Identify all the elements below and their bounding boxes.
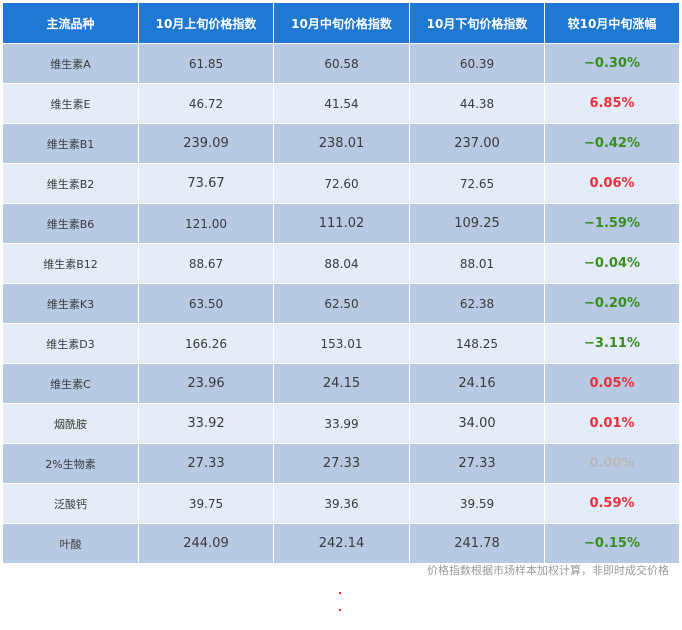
header-change: 较10月中旬涨幅 [545, 3, 679, 43]
change-cell: 0.59% [545, 483, 679, 523]
header-row: 主流品种 10月上旬价格指数 10月中旬价格指数 10月下旬价格指数 较10月中… [3, 3, 679, 43]
table-row: 泛酸钙 39.75 39.36 39.59 0.59% [3, 483, 679, 523]
footnote: 价格指数根据市场样本加权计算，非即时成交价格 [427, 564, 669, 577]
early-index-cell: 63.50 [139, 283, 274, 323]
mid-index-cell: 72.60 [274, 163, 410, 203]
header-mid-october: 10月中旬价格指数 [274, 3, 410, 43]
mid-index-cell: 27.33 [274, 443, 410, 483]
decorative-dot [339, 609, 341, 611]
price-index-table: 主流品种 10月上旬价格指数 10月中旬价格指数 10月下旬价格指数 较10月中… [3, 3, 679, 563]
decorative-dot [339, 592, 341, 594]
early-index-cell: 88.67 [139, 243, 274, 283]
early-index-cell: 33.92 [139, 403, 274, 443]
variety-cell: 维生素B12 [3, 243, 139, 283]
mid-index-cell: 33.99 [274, 403, 410, 443]
change-cell: −1.59% [545, 203, 679, 243]
table-row: 2%生物素 27.33 27.33 27.33 0.00% [3, 443, 679, 483]
early-index-cell: 244.09 [139, 523, 274, 563]
late-index-cell: 237.00 [410, 123, 545, 163]
header-variety: 主流品种 [3, 3, 139, 43]
late-index-cell: 60.39 [410, 43, 545, 83]
mid-index-cell: 242.14 [274, 523, 410, 563]
late-index-cell: 109.25 [410, 203, 545, 243]
table-row: 烟酰胺 33.92 33.99 34.00 0.01% [3, 403, 679, 443]
table-row: 维生素C 23.96 24.15 24.16 0.05% [3, 363, 679, 403]
change-cell: 0.01% [545, 403, 679, 443]
variety-cell: 泛酸钙 [3, 483, 139, 523]
late-index-cell: 62.38 [410, 283, 545, 323]
early-index-cell: 121.00 [139, 203, 274, 243]
mid-index-cell: 111.02 [274, 203, 410, 243]
change-cell: 0.06% [545, 163, 679, 203]
header-late-october: 10月下旬价格指数 [410, 3, 545, 43]
late-index-cell: 34.00 [410, 403, 545, 443]
mid-index-cell: 153.01 [274, 323, 410, 363]
table-row: 维生素B2 73.67 72.60 72.65 0.06% [3, 163, 679, 203]
table-row: 维生素E 46.72 41.54 44.38 6.85% [3, 83, 679, 123]
variety-cell: 维生素B2 [3, 163, 139, 203]
variety-cell: 维生素B6 [3, 203, 139, 243]
change-cell: −0.15% [545, 523, 679, 563]
early-index-cell: 46.72 [139, 83, 274, 123]
late-index-cell: 27.33 [410, 443, 545, 483]
table-row: 维生素B12 88.67 88.04 88.01 −0.04% [3, 243, 679, 283]
mid-index-cell: 41.54 [274, 83, 410, 123]
variety-cell: 维生素C [3, 363, 139, 403]
change-cell: 0.00% [545, 443, 679, 483]
change-cell: 6.85% [545, 83, 679, 123]
variety-cell: 烟酰胺 [3, 403, 139, 443]
mid-index-cell: 88.04 [274, 243, 410, 283]
table-row: 维生素B6 121.00 111.02 109.25 −1.59% [3, 203, 679, 243]
variety-cell: 维生素K3 [3, 283, 139, 323]
variety-cell: 2%生物素 [3, 443, 139, 483]
mid-index-cell: 24.15 [274, 363, 410, 403]
mid-index-cell: 60.58 [274, 43, 410, 83]
table-row: 维生素A 61.85 60.58 60.39 −0.30% [3, 43, 679, 83]
change-cell: −0.42% [545, 123, 679, 163]
late-index-cell: 148.25 [410, 323, 545, 363]
late-index-cell: 88.01 [410, 243, 545, 283]
table-row: 维生素D3 166.26 153.01 148.25 −3.11% [3, 323, 679, 363]
variety-cell: 维生素D3 [3, 323, 139, 363]
early-index-cell: 39.75 [139, 483, 274, 523]
variety-cell: 维生素A [3, 43, 139, 83]
change-cell: −0.30% [545, 43, 679, 83]
early-index-cell: 73.67 [139, 163, 274, 203]
change-cell: −0.04% [545, 243, 679, 283]
change-cell: 0.05% [545, 363, 679, 403]
late-index-cell: 72.65 [410, 163, 545, 203]
table-row: 维生素K3 63.50 62.50 62.38 −0.20% [3, 283, 679, 323]
early-index-cell: 239.09 [139, 123, 274, 163]
change-cell: −0.20% [545, 283, 679, 323]
variety-cell: 维生素B1 [3, 123, 139, 163]
early-index-cell: 23.96 [139, 363, 274, 403]
mid-index-cell: 62.50 [274, 283, 410, 323]
early-index-cell: 61.85 [139, 43, 274, 83]
mid-index-cell: 39.36 [274, 483, 410, 523]
late-index-cell: 44.38 [410, 83, 545, 123]
late-index-cell: 241.78 [410, 523, 545, 563]
late-index-cell: 39.59 [410, 483, 545, 523]
header-early-october: 10月上旬价格指数 [139, 3, 274, 43]
early-index-cell: 166.26 [139, 323, 274, 363]
mid-index-cell: 238.01 [274, 123, 410, 163]
table-row: 维生素B1 239.09 238.01 237.00 −0.42% [3, 123, 679, 163]
early-index-cell: 27.33 [139, 443, 274, 483]
table-row: 叶酸 244.09 242.14 241.78 −0.15% [3, 523, 679, 563]
variety-cell: 维生素E [3, 83, 139, 123]
late-index-cell: 24.16 [410, 363, 545, 403]
variety-cell: 叶酸 [3, 523, 139, 563]
change-cell: −3.11% [545, 323, 679, 363]
